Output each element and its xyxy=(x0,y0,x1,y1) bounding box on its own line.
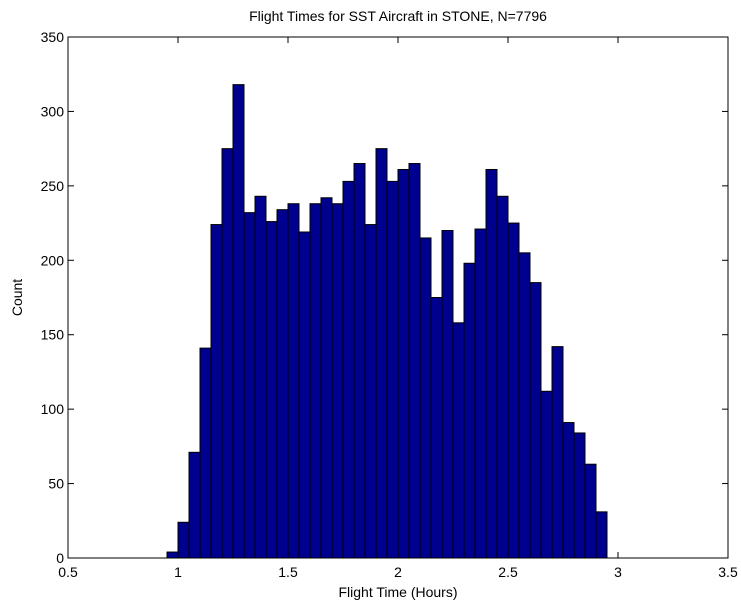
histogram-bar xyxy=(199,347,212,559)
histogram-bar xyxy=(276,209,289,559)
x-tick-label: 3.5 xyxy=(718,564,738,580)
histogram-bar xyxy=(287,203,300,559)
x-tick-label: 1.5 xyxy=(278,564,298,580)
histogram-bar xyxy=(441,230,454,559)
y-tick-label: 250 xyxy=(41,178,65,194)
y-ticks-group: 0 50 100 150 200 250 300 350 xyxy=(41,29,728,566)
histogram-bar xyxy=(485,168,498,559)
histogram-bar xyxy=(177,521,190,559)
histogram-bar xyxy=(342,180,355,559)
histogram-bar xyxy=(188,451,201,559)
histogram-bar xyxy=(397,168,410,559)
histogram-bar xyxy=(298,231,311,559)
y-tick-label: 150 xyxy=(41,327,65,343)
histogram-bar xyxy=(496,195,509,559)
histogram-bar xyxy=(386,180,399,559)
histogram-bar xyxy=(166,551,179,559)
histogram-bar xyxy=(540,390,553,559)
y-tick-label: 300 xyxy=(41,103,65,119)
histogram-bar xyxy=(210,224,223,559)
histogram-bar xyxy=(595,511,608,559)
x-tick-label: 2.5 xyxy=(498,564,518,580)
histogram-bar xyxy=(265,221,278,559)
y-axis-label: Count xyxy=(9,279,25,316)
histogram-bar xyxy=(353,163,366,559)
histogram-bar xyxy=(419,237,432,559)
histogram-bar xyxy=(320,197,333,559)
histogram-bar xyxy=(375,148,388,559)
x-tick-label: 2 xyxy=(394,564,402,580)
histogram-bar xyxy=(430,297,443,559)
histogram-bar xyxy=(364,224,377,559)
histogram-bar xyxy=(507,222,520,559)
y-tick-label: 50 xyxy=(48,476,64,492)
histogram-bar xyxy=(243,212,256,559)
histogram-bar xyxy=(474,228,487,559)
histogram-bar xyxy=(584,463,597,559)
histogram-bar xyxy=(463,262,476,559)
y-tick-label: 350 xyxy=(41,29,65,45)
chart-title: Flight Times for SST Aircraft in STONE, … xyxy=(249,8,547,24)
histogram-bar xyxy=(331,203,344,559)
histogram-bar xyxy=(452,322,465,559)
y-tick-label: 100 xyxy=(41,401,65,417)
x-tick-label: 1 xyxy=(174,564,182,580)
histogram-bar xyxy=(221,148,234,559)
y-tick-label: 0 xyxy=(56,550,64,566)
histogram-bar xyxy=(518,252,531,559)
histogram-bar xyxy=(232,84,245,559)
x-tick-label: 0.5 xyxy=(58,564,78,580)
x-axis-label: Flight Time (Hours) xyxy=(338,584,457,600)
histogram-bar xyxy=(562,422,575,559)
bars-group xyxy=(166,84,608,559)
x-ticks-group: 0.5 1 1.5 2 2.5 3 3.5 xyxy=(58,37,738,580)
histogram-bar xyxy=(254,195,267,559)
histogram-bar xyxy=(529,282,542,559)
histogram-bar xyxy=(551,346,564,559)
histogram-bar xyxy=(573,432,586,559)
x-tick-label: 3 xyxy=(614,564,622,580)
histogram-bar xyxy=(408,163,421,559)
y-tick-label: 200 xyxy=(41,252,65,268)
histogram-bar xyxy=(309,203,322,559)
